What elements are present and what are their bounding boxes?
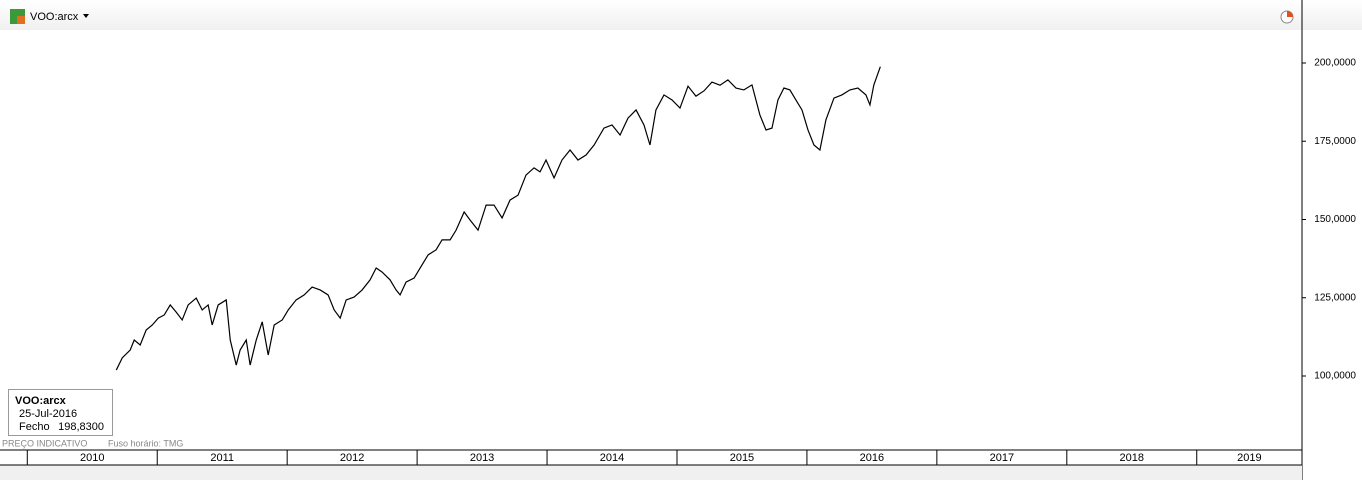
y-tick-label: 200,0000 xyxy=(1314,58,1356,69)
price-line xyxy=(115,66,881,371)
clock-icon-part xyxy=(1287,11,1293,17)
x-tick-label: 2018 xyxy=(1120,452,1144,464)
x-tick-label: 2012 xyxy=(340,452,364,464)
x-tick-label: 2011 xyxy=(210,452,234,464)
dropdown-arrow[interactable] xyxy=(83,14,89,18)
x-tick-label: 2010 xyxy=(80,452,104,464)
x-tick-label: 2019 xyxy=(1237,452,1261,464)
bottom-strip xyxy=(0,465,1302,480)
x-tick-label: 2017 xyxy=(990,452,1014,464)
y-tick-label: 175,0000 xyxy=(1314,136,1356,147)
tooltip-box xyxy=(8,389,113,436)
footer-left: PREÇO INDICATIVO xyxy=(2,438,87,448)
header-bar xyxy=(0,0,1362,30)
tooltip-value: 198,8300 xyxy=(58,421,104,433)
tooltip-symbol: VOO:arcx xyxy=(15,395,67,407)
y-tick-label: 125,0000 xyxy=(1314,292,1356,303)
tooltip-date: 25-Jul-2016 xyxy=(19,408,77,420)
x-tick-label: 2014 xyxy=(600,452,624,464)
x-tick-label: 2015 xyxy=(730,452,754,464)
x-tick-label: 2013 xyxy=(470,452,494,464)
y-tick-label: 100,0000 xyxy=(1314,371,1356,382)
y-tick-label: 150,0000 xyxy=(1314,214,1356,225)
app-icon-part xyxy=(17,16,25,24)
footer-right: Fuso horário: TMG xyxy=(108,438,183,448)
symbol-title[interactable]: VOO:arcx xyxy=(30,11,79,23)
x-tick-label: 2016 xyxy=(860,452,884,464)
tooltip-label: Fecho xyxy=(19,421,50,433)
